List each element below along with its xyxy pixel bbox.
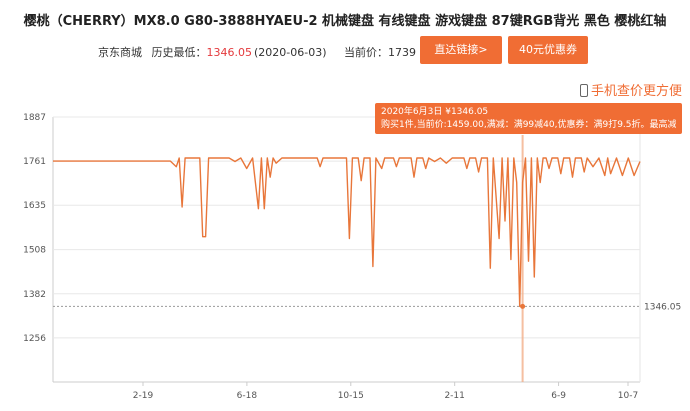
history-low-price: 1346.05 [206,46,253,59]
price-info-bar: 京东商城 历史最低：1346.05 (2020-06-03) 当前价：1739 [98,44,422,60]
price-series-line [53,157,641,308]
current-price: 1739 [388,46,417,59]
product-title: 樱桃（CHERRY）MX8.0 G80-3888HYAEU-2 机械键盘 有线键… [23,14,667,29]
y-tick-label: 1382 [23,290,46,300]
mobile-link-label: 手机查价更方便 [590,84,682,99]
x-tick-label: 10-7 [618,391,638,401]
phone-icon [579,84,588,97]
coupon-button[interactable]: 40元优惠券 [508,36,588,64]
mobile-price-link[interactable]: 手机查价更方便 [579,80,682,99]
x-tick-label: 6-9 [551,391,566,401]
x-tick-label: 2-11 [444,391,464,401]
y-tick-label: 1887 [23,113,46,123]
tooltip-date-price: 2020年6月3日 ¥1346.05 [381,107,489,117]
x-tick-label: 10-15 [338,391,364,401]
low-price-reference-label: 1346.05 [644,302,681,312]
price-tooltip: 2020年6月3日 ¥1346.05 购买1件,当前价:1459.00,满减：满… [375,103,682,134]
y-tick-label: 1256 [23,334,46,344]
y-tick-label: 1635 [23,201,46,211]
tooltip-promo: 购买1件,当前价:1459.00,满减：满99减40,优惠券：满9打9.5折。最… [381,120,676,130]
history-low-date: (2020-06-03) [254,46,327,59]
selected-price-point [520,303,526,309]
y-tick-label: 1761 [23,157,46,167]
current-price-label: 当前价： [344,46,389,59]
y-tick-label: 1508 [23,246,46,256]
store-name: 京东商城 [98,46,142,59]
x-tick-label: 2-19 [133,391,154,401]
direct-link-button[interactable]: 直达链接> [420,36,502,64]
x-tick-label: 6-18 [237,391,258,401]
history-low-label: 历史最低： [151,46,207,59]
